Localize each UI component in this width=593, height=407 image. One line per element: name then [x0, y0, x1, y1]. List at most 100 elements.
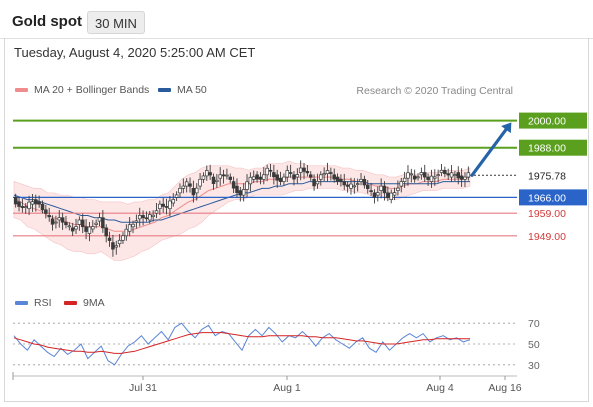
candle-body — [20, 206, 25, 208]
candle-body — [409, 173, 414, 176]
header-divider — [0, 38, 593, 39]
candle-body — [308, 174, 313, 178]
candle — [137, 207, 142, 227]
candle — [13, 193, 18, 208]
candle-body — [419, 172, 424, 176]
x-tick-label: Aug 16 — [488, 382, 521, 394]
bollinger-band-area — [13, 160, 471, 261]
candle — [258, 172, 263, 185]
candle-body — [298, 167, 303, 173]
candle-body — [453, 174, 457, 176]
candle — [295, 168, 300, 184]
chart-panel — [4, 38, 589, 402]
x-axis: Jul 31 Aug 1 Aug 4 Aug 16 — [12, 372, 522, 394]
rsi-series-9ma — [13, 332, 470, 354]
candle-body — [315, 181, 320, 185]
legend-rsi-label: RSI — [34, 297, 52, 309]
candle-body — [396, 187, 400, 191]
candle — [134, 214, 139, 229]
candle — [278, 171, 283, 186]
candle-body — [211, 176, 216, 184]
candle — [34, 194, 38, 212]
candle — [67, 222, 72, 231]
candle-body — [342, 181, 347, 186]
candle — [449, 165, 454, 183]
candle-body — [446, 173, 450, 176]
candle — [359, 172, 363, 186]
candle — [305, 165, 310, 177]
candle-body — [94, 222, 98, 225]
candle — [198, 172, 202, 190]
candle-body — [151, 214, 155, 217]
candle — [416, 173, 420, 181]
candle-body — [201, 175, 206, 180]
candle — [255, 171, 259, 183]
candle-body — [332, 174, 336, 180]
candle — [463, 172, 467, 187]
candle — [319, 171, 323, 186]
candle — [151, 210, 155, 222]
candle-body — [57, 217, 62, 221]
candle-body — [208, 172, 212, 176]
candle-body — [158, 203, 162, 210]
candle-body — [101, 217, 105, 229]
candle-body — [47, 215, 51, 218]
candle — [80, 213, 85, 234]
candle-body — [91, 226, 95, 230]
candle-body — [131, 223, 135, 228]
candle-body — [449, 172, 454, 178]
candle — [235, 178, 239, 198]
candle — [181, 178, 186, 194]
candle — [329, 167, 333, 181]
candle-body — [17, 201, 21, 207]
header: Gold spot 30 MIN — [0, 0, 593, 40]
candle-body — [325, 170, 330, 175]
candle — [406, 165, 410, 186]
rsi-tick-50: 50 — [528, 339, 540, 351]
candle-body — [171, 199, 176, 204]
candle-body — [181, 185, 186, 189]
candle — [121, 232, 125, 244]
candle — [94, 219, 98, 229]
candle — [402, 171, 407, 188]
candle-body — [369, 190, 373, 192]
candle — [178, 183, 182, 198]
candle-body — [466, 172, 471, 178]
candle — [369, 182, 373, 196]
candle-body — [288, 172, 293, 174]
level-label-1966.00: 1966.00 — [528, 192, 566, 204]
candle-body — [54, 221, 58, 224]
candle — [282, 173, 286, 186]
rsi-series-rsi — [13, 322, 471, 366]
timeframe-badge[interactable]: 30 MIN — [87, 11, 145, 34]
candle-body — [60, 217, 65, 223]
candle — [265, 164, 269, 182]
candle-body — [191, 188, 196, 196]
candle — [352, 178, 357, 194]
candle-body — [241, 189, 246, 196]
candle — [194, 183, 199, 201]
candle — [382, 181, 387, 201]
chart-datetime: Tuesday, August 4, 2020 5:25:00 AM CET — [14, 45, 256, 60]
candle — [127, 217, 132, 237]
candle — [272, 164, 276, 185]
candle-body — [262, 174, 266, 180]
candle — [47, 207, 51, 222]
legend-ma50-swatch — [158, 88, 171, 92]
candle-body — [429, 175, 434, 182]
candle — [114, 240, 119, 255]
candle — [345, 181, 350, 193]
candle — [91, 220, 95, 233]
candle — [362, 175, 367, 189]
candle-body — [80, 219, 85, 228]
candle-body — [104, 227, 108, 237]
candle-body — [436, 174, 440, 176]
candle-body — [188, 183, 192, 187]
candle — [262, 167, 266, 185]
candle-body — [292, 174, 296, 180]
candle — [101, 210, 105, 233]
candle-body — [84, 226, 88, 232]
candle-body — [231, 181, 236, 189]
legend-rsi: RSI — [15, 297, 52, 309]
